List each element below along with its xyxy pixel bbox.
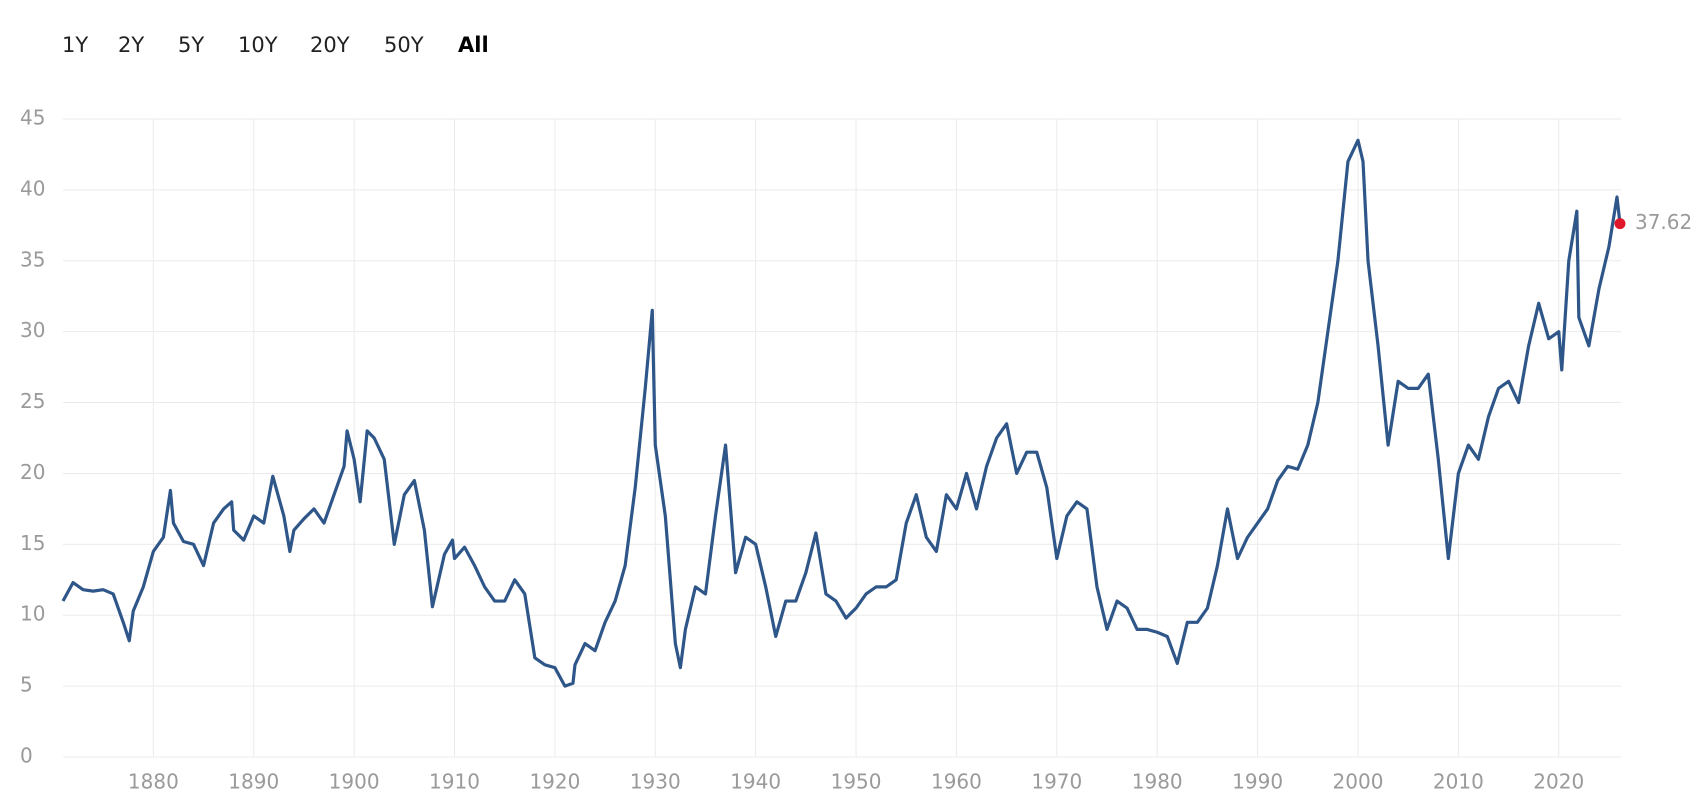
x-tick-label: 2020 [1533,770,1584,794]
range-button[interactable]: All [458,33,489,57]
range-button[interactable]: 2Y [118,33,144,57]
x-tick-label: 1990 [1232,770,1283,794]
x-tick-label: 1930 [630,770,681,794]
y-tick-label: 5 [20,673,33,697]
x-tick-label: 2000 [1333,770,1384,794]
x-tick-label: 2010 [1433,770,1484,794]
x-tick-label: 1940 [730,770,781,794]
y-tick-label: 10 [20,602,45,626]
x-tick-label: 1980 [1132,770,1183,794]
y-tick-label: 20 [20,460,45,484]
y-tick-label: 25 [20,389,45,413]
y-tick-label: 30 [20,318,45,342]
range-button[interactable]: 10Y [238,33,278,57]
x-tick-label: 1910 [429,770,480,794]
y-tick-label: 40 [20,176,45,200]
x-tick-label: 1920 [529,770,580,794]
y-tick-label: 45 [20,106,45,130]
range-button[interactable]: 20Y [310,33,350,57]
x-tick-label: 1880 [128,770,179,794]
y-tick-label: 0 [20,744,33,768]
range-button[interactable]: 5Y [178,33,204,57]
range-button[interactable]: 1Y [62,33,88,57]
x-tick-label: 1960 [931,770,982,794]
last-point [1614,218,1626,230]
x-tick-label: 1970 [1031,770,1082,794]
data-line [61,138,1622,688]
y-tick-label: 35 [20,247,45,271]
x-tick-label: 1900 [329,770,380,794]
y-tick-label: 15 [20,531,45,555]
range-button[interactable]: 50Y [384,33,424,57]
x-tick-label: 1950 [831,770,882,794]
x-tick-label: 1890 [228,770,279,794]
last-value-label: 37.62 [1635,210,1692,234]
